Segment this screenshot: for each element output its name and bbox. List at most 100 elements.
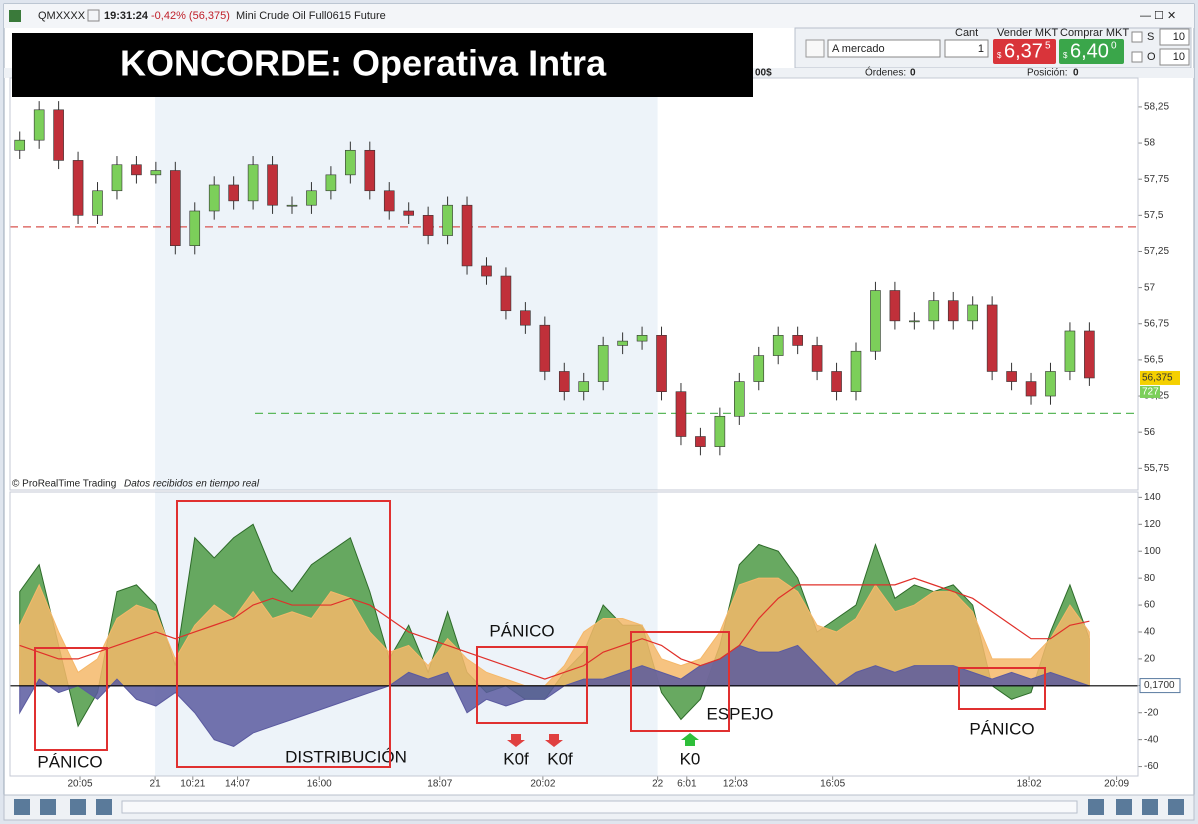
tool[interactable]: [1088, 799, 1104, 815]
y-tick-label: 80: [1144, 573, 1156, 584]
candle-body: [636, 335, 648, 342]
candle-body: [714, 415, 726, 447]
candle-body: [539, 324, 551, 372]
candle-body: [986, 304, 998, 372]
annotation: K0f: [547, 749, 573, 768]
candle-body: [928, 300, 940, 322]
annotation: ESPEJO: [706, 704, 773, 723]
candle-body: [1084, 330, 1095, 379]
candle-body: [364, 149, 376, 192]
candle-body: [695, 436, 706, 447]
title-bar: [4, 4, 1194, 28]
tool[interactable]: [70, 799, 86, 815]
tool[interactable]: [1116, 799, 1132, 815]
partial: 00$: [755, 68, 772, 79]
candle-body: [131, 164, 142, 176]
candle-body: [286, 204, 298, 207]
buy-button[interactable]: [1059, 39, 1124, 64]
title: KONCORDE: Operativa Intra: [120, 43, 607, 84]
watermark: © ProRealTime Trading: [12, 479, 116, 490]
candle-body: [53, 109, 64, 161]
candle-body: [520, 310, 531, 326]
symbol: QMXXXX: [38, 10, 86, 22]
s-input[interactable]: [1159, 28, 1190, 46]
box: [476, 646, 588, 724]
x-tick-label: 16:00: [307, 779, 332, 790]
tool[interactable]: [1168, 799, 1184, 815]
title-box: [12, 33, 753, 97]
candle-body: [656, 335, 667, 392]
y-tick-label: 120: [1144, 519, 1161, 530]
o-checkbox[interactable]: [1131, 51, 1143, 63]
sell-label: Vender MKT: [997, 27, 1058, 39]
badge-box: [1140, 385, 1160, 398]
clock: 19:31:24: [104, 10, 149, 22]
candle-body: [1025, 381, 1037, 397]
y-tick-label: 56: [1144, 427, 1156, 438]
watermark-note: Datos recibidos en tiempo real: [124, 479, 260, 490]
y-tick-label: 57,75: [1144, 174, 1169, 185]
candle-body: [461, 204, 473, 267]
y-tick-label: 56,75: [1144, 318, 1169, 329]
candle-body: [267, 164, 278, 206]
o-input[interactable]: [1159, 48, 1190, 66]
toolbar-icons: [14, 799, 1184, 815]
s-checkbox[interactable]: [1131, 31, 1143, 43]
tool[interactable]: [40, 799, 56, 815]
indicator-area: [19, 644, 1090, 747]
settings-button[interactable]: [805, 39, 825, 58]
buy-price-sup: 0: [1111, 41, 1117, 52]
sell-price: 6,37: [1004, 40, 1043, 62]
y-tick-label: 40: [1144, 627, 1156, 638]
candle-body: [889, 290, 901, 322]
candle-body: [208, 184, 220, 212]
box: [958, 667, 1046, 710]
scrollbar[interactable]: [121, 800, 1078, 814]
session-shade: [155, 78, 658, 490]
y-tick-label: 58: [1144, 138, 1156, 149]
candle-body: [14, 139, 26, 151]
order-type-select[interactable]: [827, 39, 941, 58]
candle-body: [150, 170, 162, 176]
value-box: [1139, 678, 1181, 694]
y-tick-label: 20: [1144, 654, 1156, 665]
candle-body: [734, 381, 745, 417]
candle-body: [500, 275, 512, 312]
change: -0,42% (56,375): [151, 10, 230, 22]
sell-button[interactable]: [993, 39, 1056, 64]
candle-body: [617, 340, 628, 346]
x-tick-label: 6:01: [677, 779, 697, 790]
info-icon[interactable]: [87, 9, 100, 22]
buy-currency: $: [1063, 51, 1068, 60]
candle-body: [909, 320, 920, 323]
tool[interactable]: [14, 799, 30, 815]
qty-input[interactable]: [944, 39, 989, 58]
candle-body: [675, 391, 687, 437]
tool[interactable]: [96, 799, 112, 815]
candle-body: [481, 265, 492, 277]
arrow-up: [681, 733, 699, 746]
indicator-line: [19, 577, 1090, 680]
candle-body: [189, 210, 201, 246]
buy-price: 6,40: [1070, 40, 1109, 62]
y-tick-label: 56,5: [1144, 355, 1164, 366]
candle-body: [850, 350, 862, 392]
candle-body: [753, 355, 765, 382]
candle-body: [442, 204, 453, 236]
candle-body: [558, 371, 570, 392]
x-tick-label: 20:05: [67, 779, 92, 790]
tool[interactable]: [1142, 799, 1158, 815]
x-tick-label: 20:09: [1104, 779, 1129, 790]
x-tick-label: 10:21: [180, 779, 205, 790]
candle-body: [597, 345, 609, 382]
y-tick-label: 57,25: [1144, 246, 1169, 257]
last-price-label: 56,375: [1142, 373, 1173, 384]
box: [176, 500, 391, 768]
window-controls[interactable]: — ☐ ✕: [1140, 10, 1176, 22]
candle-body: [831, 371, 842, 392]
annotation: PÁNICO: [969, 719, 1034, 738]
app-icon: [9, 10, 21, 22]
s-label: S: [1147, 31, 1154, 43]
candle-body: [247, 164, 259, 202]
